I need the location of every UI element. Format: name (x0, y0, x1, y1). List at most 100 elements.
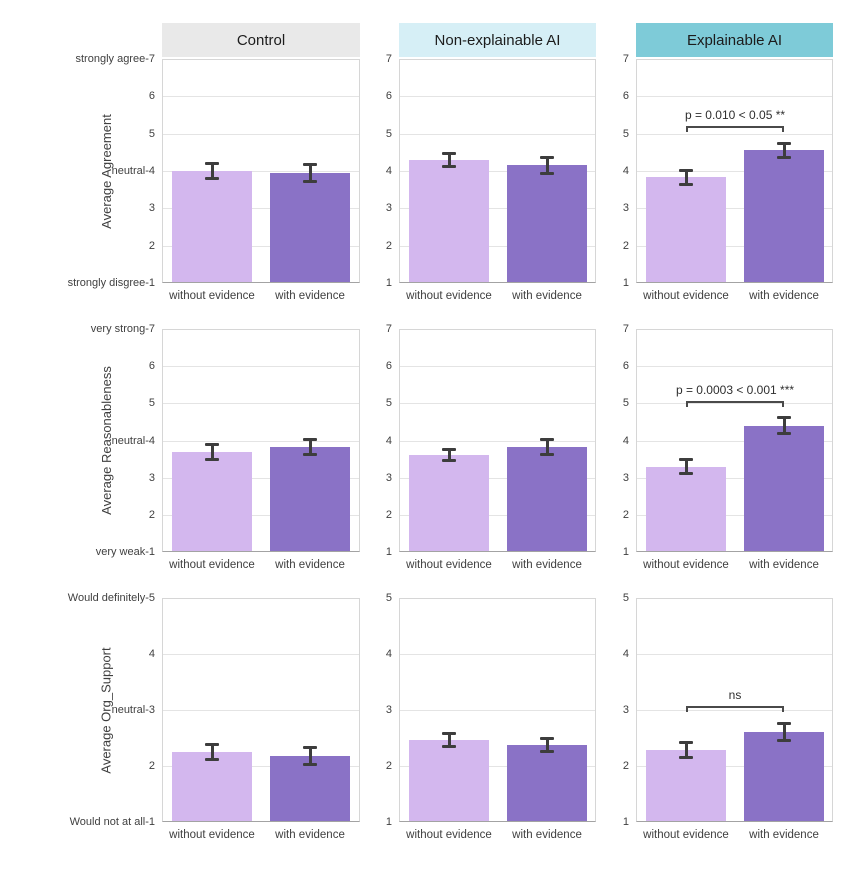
bar-with-evidence (744, 425, 824, 551)
significance-bracket (686, 126, 784, 129)
y-tick-label: 7 (622, 323, 629, 335)
y-tick-label: 4 (385, 648, 392, 660)
bar-with-evidence (507, 165, 587, 282)
significance-bracket (686, 401, 784, 404)
bar-without-evidence (646, 466, 726, 551)
error-bar-cap-bottom (540, 749, 554, 753)
error-bar-cap-top (205, 743, 219, 747)
error-bar-stem (210, 163, 214, 179)
error-bar-stem (545, 738, 549, 752)
gridline (637, 441, 832, 442)
gridline (400, 171, 595, 172)
y-tick-label: 2 (148, 760, 155, 772)
error-bar-cap-bottom (205, 457, 219, 461)
gridline (163, 710, 359, 711)
y-tick-label: 6 (385, 90, 392, 102)
significance-bracket (686, 706, 784, 709)
error-bar-cap-bottom (442, 165, 456, 169)
y-tick-label: strongly disgree-1 (67, 277, 155, 289)
y-tick-label: 6 (385, 360, 392, 372)
error-bar-stem (210, 444, 214, 460)
error-bar-stem (447, 449, 451, 461)
gridline (637, 208, 832, 209)
x-tick-label: without evidence (169, 829, 255, 841)
gridline (163, 766, 359, 767)
error-bar-cap-top (679, 169, 693, 173)
y-tick-label: 6 (622, 360, 629, 372)
y-tick-label: 4 (385, 435, 392, 447)
gridline (637, 654, 832, 655)
error-bar-cap-bottom (303, 453, 317, 457)
y-tick-label: Would definitely-5 (67, 592, 155, 604)
gridline (637, 403, 832, 404)
gridline (637, 478, 832, 479)
error-bar-stem (684, 459, 688, 474)
gridline (637, 246, 832, 247)
facet-column-header: Explainable AI (636, 23, 833, 57)
y-tick-label: 1 (385, 277, 392, 289)
error-bar-cap-bottom (540, 452, 554, 456)
bar-without-evidence (646, 749, 726, 821)
y-tick-label: 2 (148, 509, 155, 521)
y-tick-label: 3 (148, 202, 155, 214)
gridline (163, 441, 359, 442)
error-bar-cap-bottom (303, 762, 317, 766)
bar-without-evidence (409, 454, 489, 551)
error-bar-cap-top (442, 151, 456, 155)
error-bar-cap-top (205, 442, 219, 446)
error-bar-cap-top (777, 721, 791, 725)
gridline (400, 710, 595, 711)
y-tick-label: 1 (622, 816, 629, 828)
y-tick-label: 5 (622, 592, 629, 604)
y-tick-label: 5 (148, 397, 155, 409)
error-bar-cap-top (540, 736, 554, 740)
x-tick-label: with evidence (275, 290, 345, 302)
gridline (637, 710, 832, 711)
gridline (400, 654, 595, 655)
bar-without-evidence (172, 752, 252, 821)
x-tick-label: without evidence (643, 290, 729, 302)
error-bar-cap-bottom (679, 755, 693, 759)
y-tick-label: 3 (622, 472, 629, 484)
y-tick-label: 5 (148, 128, 155, 140)
bar-with-evidence (744, 731, 824, 821)
error-bar-stem (782, 723, 786, 741)
error-bar-cap-top (303, 163, 317, 167)
gridline (163, 208, 359, 209)
bar-without-evidence (409, 740, 489, 821)
x-tick-label: with evidence (749, 290, 819, 302)
x-tick-label: with evidence (275, 559, 345, 571)
error-bar-cap-bottom (303, 179, 317, 183)
gridline (400, 366, 595, 367)
x-tick-label: without evidence (643, 829, 729, 841)
error-bar-cap-top (442, 732, 456, 736)
error-bar-stem (308, 747, 312, 765)
error-bar-cap-top (540, 437, 554, 441)
y-tick-label: 6 (622, 90, 629, 102)
y-tick-label: neutral-4 (111, 435, 155, 447)
y-tick-label: 2 (622, 509, 629, 521)
gridline (637, 766, 832, 767)
gridline (163, 134, 359, 135)
gridline (637, 134, 832, 135)
y-tick-label: 1 (385, 546, 392, 558)
significance-bracket-end (782, 401, 784, 408)
gridline (400, 96, 595, 97)
y-tick-label: 7 (385, 323, 392, 335)
x-tick-label: without evidence (169, 559, 255, 571)
significance-bracket-end (686, 706, 688, 713)
gridline (400, 478, 595, 479)
y-tick-label: 3 (385, 202, 392, 214)
error-bar-cap-top (777, 141, 791, 145)
error-bar-cap-top (679, 740, 693, 744)
x-tick-label: without evidence (643, 559, 729, 571)
error-bar-stem (545, 157, 549, 174)
y-tick-label: 7 (385, 53, 392, 65)
y-tick-label: 4 (385, 165, 392, 177)
facet-column-header: Non-explainable AI (399, 23, 596, 57)
gridline (637, 515, 832, 516)
bar-with-evidence (507, 744, 587, 821)
gridline (400, 403, 595, 404)
x-tick-label: with evidence (275, 829, 345, 841)
gridline (163, 96, 359, 97)
